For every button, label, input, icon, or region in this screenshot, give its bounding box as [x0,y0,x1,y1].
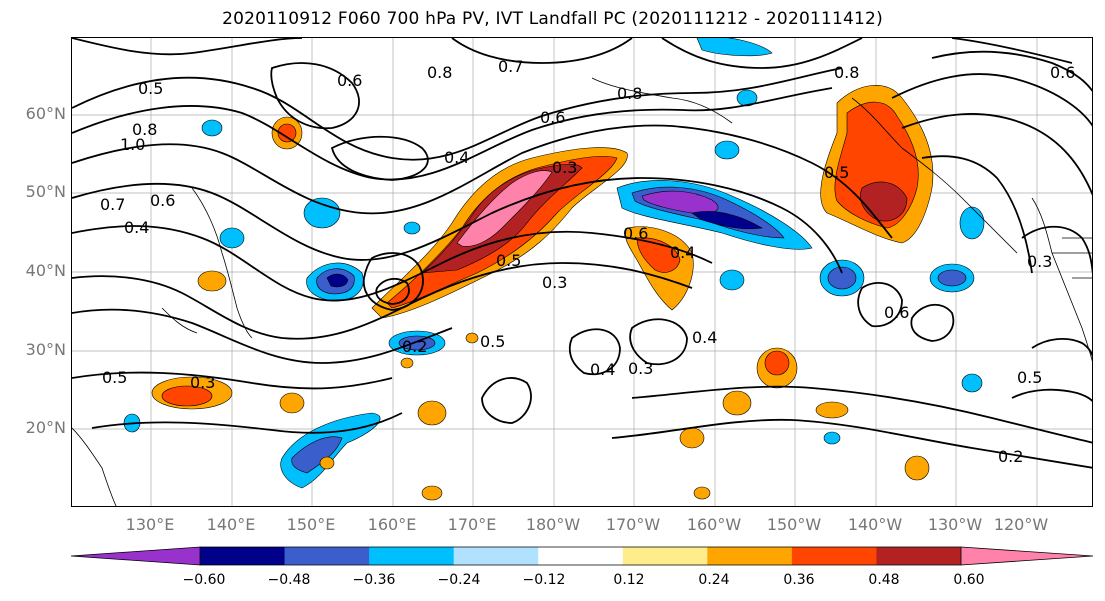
pv-label-0-8: 0.8 [427,63,452,82]
lon-label-140w: 140°W [847,515,903,534]
pv-label-0-8: 0.8 [834,63,859,82]
pv-label-0-6: 0.6 [623,224,648,243]
colorbar-tick-neg036: −0.36 [352,572,396,588]
colorbar-segment-max [961,547,1093,565]
lat-label-40n: 40°N [25,261,66,280]
pv-label-0-4: 0.4 [124,218,149,237]
pv-label-0-3: 0.3 [542,273,567,292]
pv-label-0-6: 0.6 [337,71,362,90]
colorbar-segment-9 [876,547,962,565]
pv-label-0-6: 0.6 [540,108,565,127]
pv-label-0-2: 0.2 [402,337,427,356]
colorbar [70,546,1094,566]
colorbar-segment-8 [791,547,877,565]
lon-label-160w: 160°W [686,515,742,534]
pv-label-0-4: 0.4 [692,328,717,347]
pv-label-0-5: 0.5 [480,332,505,351]
colorbar-segment-6 [622,547,708,565]
colorbar-segment-3 [369,547,455,565]
colorbar-segments [71,547,1093,565]
lon-label-150w: 150°W [766,515,822,534]
pv-contours [72,38,1092,469]
lat-label-30n: 30°N [25,340,66,359]
lon-label-150e: 150°E [286,515,336,534]
map-panel: 0.5 0.8 1.0 0.7 0.6 0.4 0.3 0.5 0.6 0.8 … [71,37,1093,507]
pv-label-0-2: 0.2 [998,447,1023,466]
colorbar-segment-2 [284,547,370,565]
pv-label-0-8: 0.8 [132,120,157,139]
pv-label-0-4: 0.4 [590,360,615,379]
colorbar-segment-4 [453,547,539,565]
lat-label-50n: 50°N [25,182,66,201]
lon-label-170w: 170°W [605,515,661,534]
pv-label-0-3: 0.3 [190,373,215,392]
pv-label-0-3: 0.3 [1027,252,1052,271]
pv-label-0-6: 0.6 [1050,63,1075,82]
pv-label-0-3: 0.3 [628,359,653,378]
pv-label-0-5: 0.5 [496,251,521,270]
pv-label-0-4: 0.4 [444,148,469,167]
colorbar-tick-neg024: −0.24 [437,572,481,588]
lon-label-180w: 180°W [525,515,581,534]
pv-label-0-6: 0.6 [884,303,909,322]
colorbar-right-arrow-outline [960,546,1094,566]
lon-label-140e: 140°E [206,515,256,534]
pv-label-0-7: 0.7 [498,57,523,76]
graticule [72,38,1092,506]
lon-label-120w: 120°W [993,515,1049,534]
pv-label-0-5: 0.5 [102,368,127,387]
pv-label-0-7: 0.7 [100,195,125,214]
pv-label-0-6: 0.6 [150,191,175,210]
colorbar-outline [200,546,962,566]
lat-label-60n: 60°N [25,104,66,123]
lon-label-160e: 160°E [367,515,417,534]
colorbar-tick-neg060: −0.60 [182,572,226,588]
colorbar-segment-1 [200,547,286,565]
colorbar-tick-012: 0.12 [613,572,645,588]
lon-label-130e: 130°E [125,515,175,534]
colorbar-tick-neg012: −0.12 [522,572,566,588]
colorbar-tick-060: 0.60 [953,572,985,588]
pv-label-0-3: 0.3 [552,158,577,177]
colorbar-tick-036: 0.36 [783,572,815,588]
pv-label-0-5: 0.5 [138,79,163,98]
lon-label-130w: 130°W [927,515,983,534]
map-canvas: 0.5 0.8 1.0 0.7 0.6 0.4 0.3 0.5 0.6 0.8 … [72,38,1092,506]
colorbar-tick-024: 0.24 [698,572,730,588]
colorbar-tick-048: 0.48 [868,572,900,588]
colorbar-left-arrow-outline [70,546,201,566]
colorbar-tick-neg048: −0.48 [267,572,311,588]
lat-label-20n: 20°N [25,418,66,437]
colorbar-segment-5 [538,547,624,565]
lon-label-170e: 170°E [447,515,497,534]
pv-label-0-4: 0.4 [670,243,695,262]
coastlines [72,77,1092,506]
map-title: 2020110912 F060 700 hPa PV, IVT Landfall… [222,9,883,29]
colorbar-segment-min [71,547,200,565]
contour-labels: 0.5 0.8 1.0 0.7 0.6 0.4 0.3 0.5 0.6 0.8 … [100,57,1075,466]
pv-label-0-5: 0.5 [824,163,849,182]
pv-label-1-0: 1.0 [120,135,145,154]
pv-label-0-5: 0.5 [1017,368,1042,387]
colorbar-segment-7 [707,547,793,565]
pv-label-0-8: 0.8 [617,84,642,103]
